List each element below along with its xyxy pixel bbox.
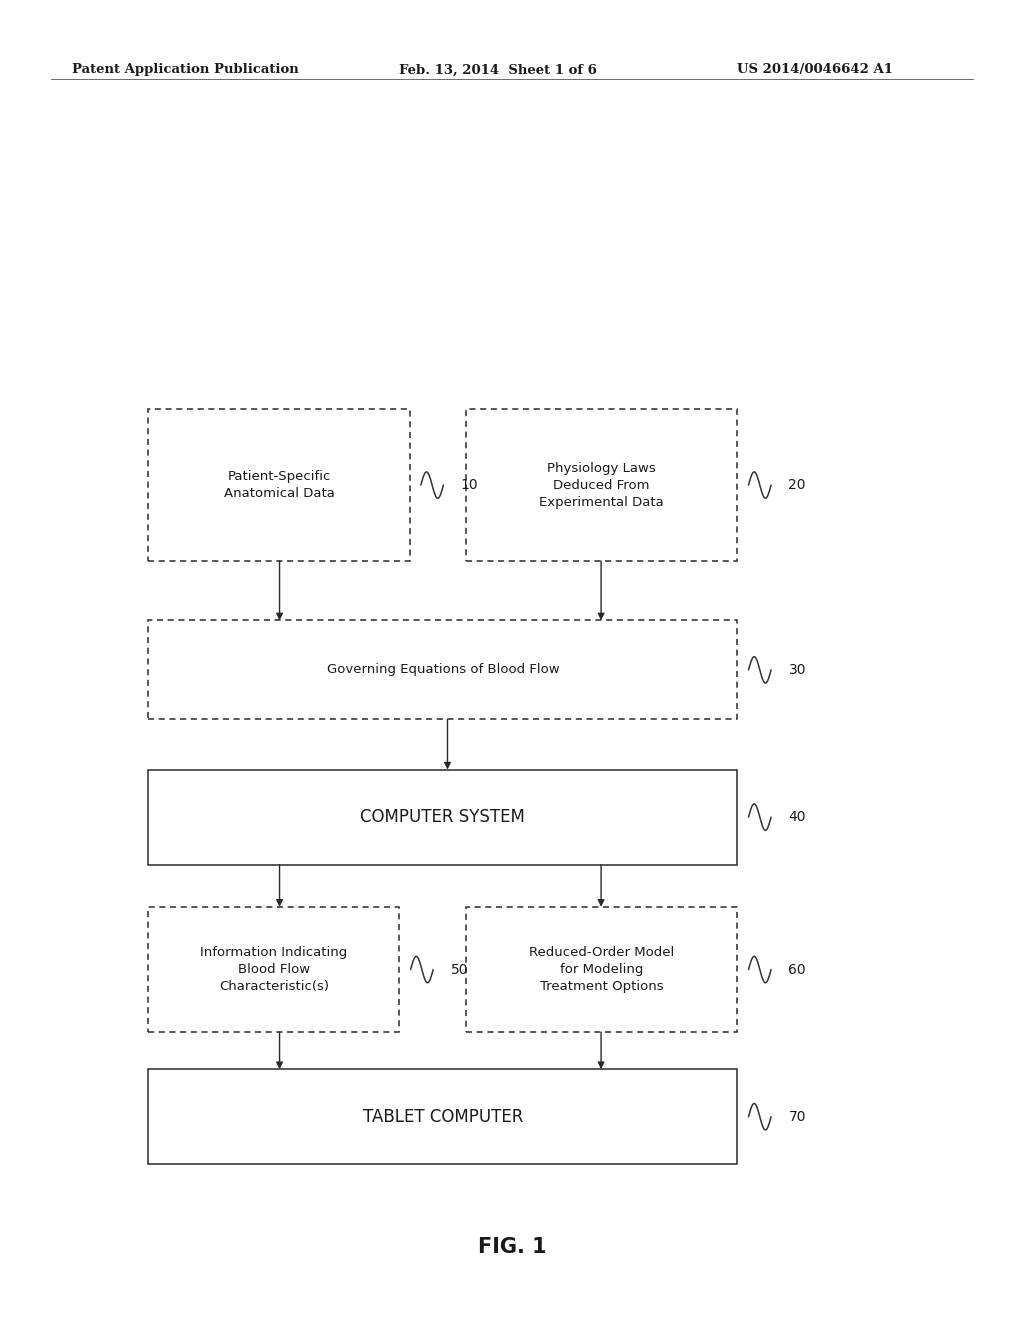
Bar (148, 770, 737, 865)
Text: FIG. 1: FIG. 1 (477, 1237, 547, 1258)
Bar (148, 907, 399, 1032)
Text: 20: 20 (788, 478, 806, 492)
Bar (148, 1069, 737, 1164)
Text: Reduced-Order Model
for Modeling
Treatment Options: Reduced-Order Model for Modeling Treatme… (529, 946, 674, 993)
Text: 30: 30 (788, 663, 806, 677)
Text: Information Indicating
Blood Flow
Characteristic(s): Information Indicating Blood Flow Charac… (201, 946, 347, 993)
Text: Patent Application Publication: Patent Application Publication (72, 63, 298, 77)
Text: TABLET COMPUTER: TABLET COMPUTER (362, 1107, 523, 1126)
Text: 60: 60 (788, 962, 806, 977)
Bar (466, 409, 737, 561)
Text: 10: 10 (461, 478, 478, 492)
Text: US 2014/0046642 A1: US 2014/0046642 A1 (737, 63, 893, 77)
Text: 50: 50 (451, 962, 468, 977)
Text: Patient-Specific
Anatomical Data: Patient-Specific Anatomical Data (223, 470, 335, 500)
Text: Governing Equations of Blood Flow: Governing Equations of Blood Flow (327, 664, 559, 676)
Text: Physiology Laws
Deduced From
Experimental Data: Physiology Laws Deduced From Experimenta… (540, 462, 664, 508)
Text: COMPUTER SYSTEM: COMPUTER SYSTEM (360, 808, 525, 826)
Bar (466, 907, 737, 1032)
Bar (148, 409, 410, 561)
Text: 40: 40 (788, 810, 806, 824)
Text: Feb. 13, 2014  Sheet 1 of 6: Feb. 13, 2014 Sheet 1 of 6 (399, 63, 597, 77)
Bar (148, 620, 737, 719)
Text: 70: 70 (788, 1110, 806, 1123)
